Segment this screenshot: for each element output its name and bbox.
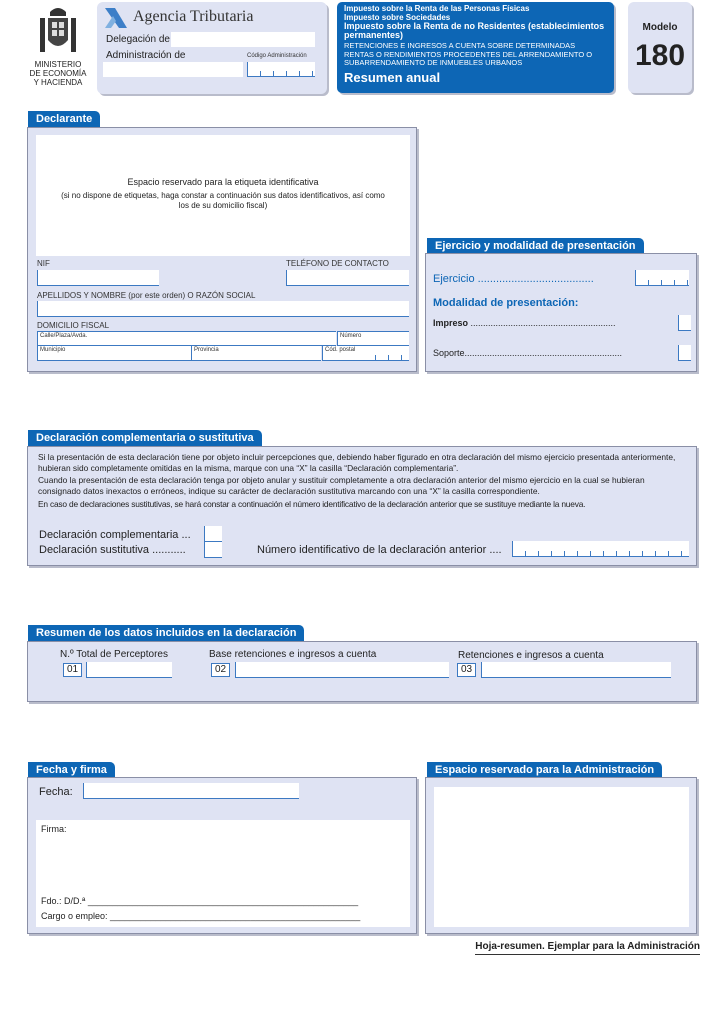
complementaria-label: Declaración complementaria ...	[39, 529, 191, 541]
declarante-tab: Declarante	[28, 111, 101, 127]
tax-line: Impuesto sobre la Renta de no Residentes…	[344, 21, 605, 40]
sustitutiva-checkbox[interactable]	[204, 542, 222, 558]
impreso-checkbox[interactable]	[678, 315, 691, 331]
modalidad-label: Modalidad de presentación:	[433, 297, 579, 309]
tax-line: Impuesto sobre Sociedades	[344, 13, 451, 22]
firma-label: Firma:	[41, 824, 67, 834]
label-area-note: (si no dispone de etiquetas, haga consta…	[61, 191, 385, 210]
cp-label: Cód. postal	[325, 347, 356, 353]
form-description: RETENCIONES E INGRESOS A CUENTA SOBRE DE…	[344, 41, 593, 67]
instruction-paragraph: En caso de declaraciones sustitutivas, s…	[38, 499, 586, 509]
ministry-line: MINISTERIO	[34, 60, 82, 69]
codigo-label: Código Administración	[247, 53, 307, 59]
label-area[interactable]: Espacio reservado para la etiqueta ident…	[36, 135, 410, 256]
numero-input[interactable]: Número	[337, 331, 409, 346]
base-label: Base retenciones e ingresos a cuenta	[209, 649, 377, 660]
tax-line: Impuesto sobre la Renta de las Personas …	[344, 4, 530, 13]
modelo-box: Modelo 180	[628, 2, 692, 93]
cp-input[interactable]: Cód. postal	[322, 346, 409, 361]
base-code: 02	[211, 663, 231, 677]
instruction-paragraph: Cuando la presentación de esta declaraci…	[38, 475, 645, 496]
agency-box: Agencia Tributaria Delegación de Adminis…	[97, 2, 327, 94]
perceptores-label: N.º Total de Perceptores	[60, 649, 168, 660]
telefono-label: TELÉFONO DE CONTACTO	[286, 259, 389, 268]
domicilio-label: DOMICILIO FISCAL	[37, 321, 110, 330]
ejercicio-label: Ejercicio ..............................…	[433, 273, 594, 285]
resumen-anual: Resumen anual	[344, 69, 441, 85]
sustitutiva-label: Declaración sustitutiva ...........	[39, 544, 186, 556]
admin-tab: Espacio reservado para la Administración	[427, 762, 663, 778]
retenciones-input[interactable]	[481, 662, 671, 678]
provincia-input[interactable]: Provincia	[191, 346, 321, 361]
nif-input[interactable]	[37, 270, 159, 286]
footer-note: Hoja-resumen. Ejemplar para la Administr…	[475, 941, 700, 955]
perceptores-code: 01	[63, 663, 83, 677]
numero-label: Número	[340, 333, 362, 339]
retenciones-code: 03	[457, 663, 477, 677]
fdo-line: Fdo.: D/D.ª ____________________________…	[41, 896, 359, 906]
firma-area[interactable]: Firma: Fdo.: D/D.ª _____________________…	[36, 820, 410, 927]
base-input[interactable]	[235, 662, 449, 678]
delegacion-label: Delegación de	[106, 34, 170, 45]
firma-panel: Fecha: Firma: Fdo.: D/D.ª ______________…	[27, 777, 417, 934]
admin-panel	[425, 777, 697, 934]
impreso-label: Impreso ................................…	[433, 318, 616, 328]
label-area-title: Espacio reservado para la etiqueta ident…	[127, 177, 319, 187]
soporte-checkbox[interactable]	[678, 345, 691, 361]
ejercicio-input[interactable]	[635, 270, 689, 286]
resumen-tab: Resumen de los datos incluidos en la dec…	[28, 625, 305, 641]
fecha-label: Fecha:	[39, 786, 73, 798]
admin-area	[434, 787, 689, 927]
ejercicio-tab: Ejercicio y modalidad de presentación	[427, 238, 644, 254]
complementaria-panel: Si la presentación de esta declaración t…	[27, 446, 697, 566]
calle-input[interactable]: Calle/Plaza/Avda.	[37, 331, 336, 346]
complementaria-checkbox[interactable]	[204, 526, 222, 542]
instruction-paragraph: Si la presentación de esta declaración t…	[38, 452, 676, 473]
firma-tab: Fecha y firma	[28, 762, 115, 778]
administracion-input[interactable]	[103, 62, 243, 77]
coat-of-arms-icon	[40, 8, 76, 52]
complementaria-text: Si la presentación de esta declaración t…	[38, 452, 688, 510]
calle-label: Calle/Plaza/Avda.	[40, 333, 88, 339]
ministry-logo: MINISTERIO DE ECONOMÍA Y HACIENDA	[20, 4, 96, 94]
delegacion-input[interactable]	[171, 32, 315, 47]
ejercicio-panel: Ejercicio ..............................…	[425, 253, 697, 372]
tax-title-box: Impuesto sobre la Renta de las Personas …	[337, 2, 614, 93]
ministry-line: DE ECONOMÍA	[29, 69, 87, 78]
provincia-label: Provincia	[194, 347, 219, 353]
nif-label: NIF	[37, 259, 50, 268]
numero-anterior-input[interactable]	[512, 541, 689, 557]
agency-name: Agencia Tributaria	[133, 8, 254, 25]
municipio-input[interactable]: Municipio	[37, 346, 191, 361]
cargo-line: Cargo o empleo: ________________________…	[41, 911, 361, 921]
numero-anterior-label: Número identificativo de la declaración …	[257, 544, 502, 556]
declarante-panel: Espacio reservado para la etiqueta ident…	[27, 127, 417, 372]
agency-logo-icon	[105, 8, 127, 28]
modelo-label: Modelo	[642, 22, 678, 33]
ministry-line: Y HACIENDA	[33, 78, 83, 87]
municipio-label: Municipio	[40, 347, 66, 353]
fecha-input[interactable]	[83, 783, 299, 799]
codigo-administracion-input[interactable]	[247, 62, 315, 77]
apellidos-input[interactable]	[37, 301, 409, 317]
modelo-number: 180	[634, 39, 686, 72]
apellidos-label: APELLIDOS Y NOMBRE (por este orden) O RA…	[37, 291, 256, 300]
complementaria-tab: Declaración complementaria o sustitutiva	[28, 430, 262, 446]
administracion-label: Administración de	[106, 50, 186, 61]
telefono-input[interactable]	[286, 270, 409, 286]
retenciones-label: Retenciones e ingresos a cuenta	[458, 650, 604, 661]
soporte-label: Soporte.................................…	[433, 348, 623, 358]
perceptores-input[interactable]	[86, 662, 172, 678]
resumen-panel: N.º Total de Perceptores 01 Base retenci…	[27, 641, 697, 702]
